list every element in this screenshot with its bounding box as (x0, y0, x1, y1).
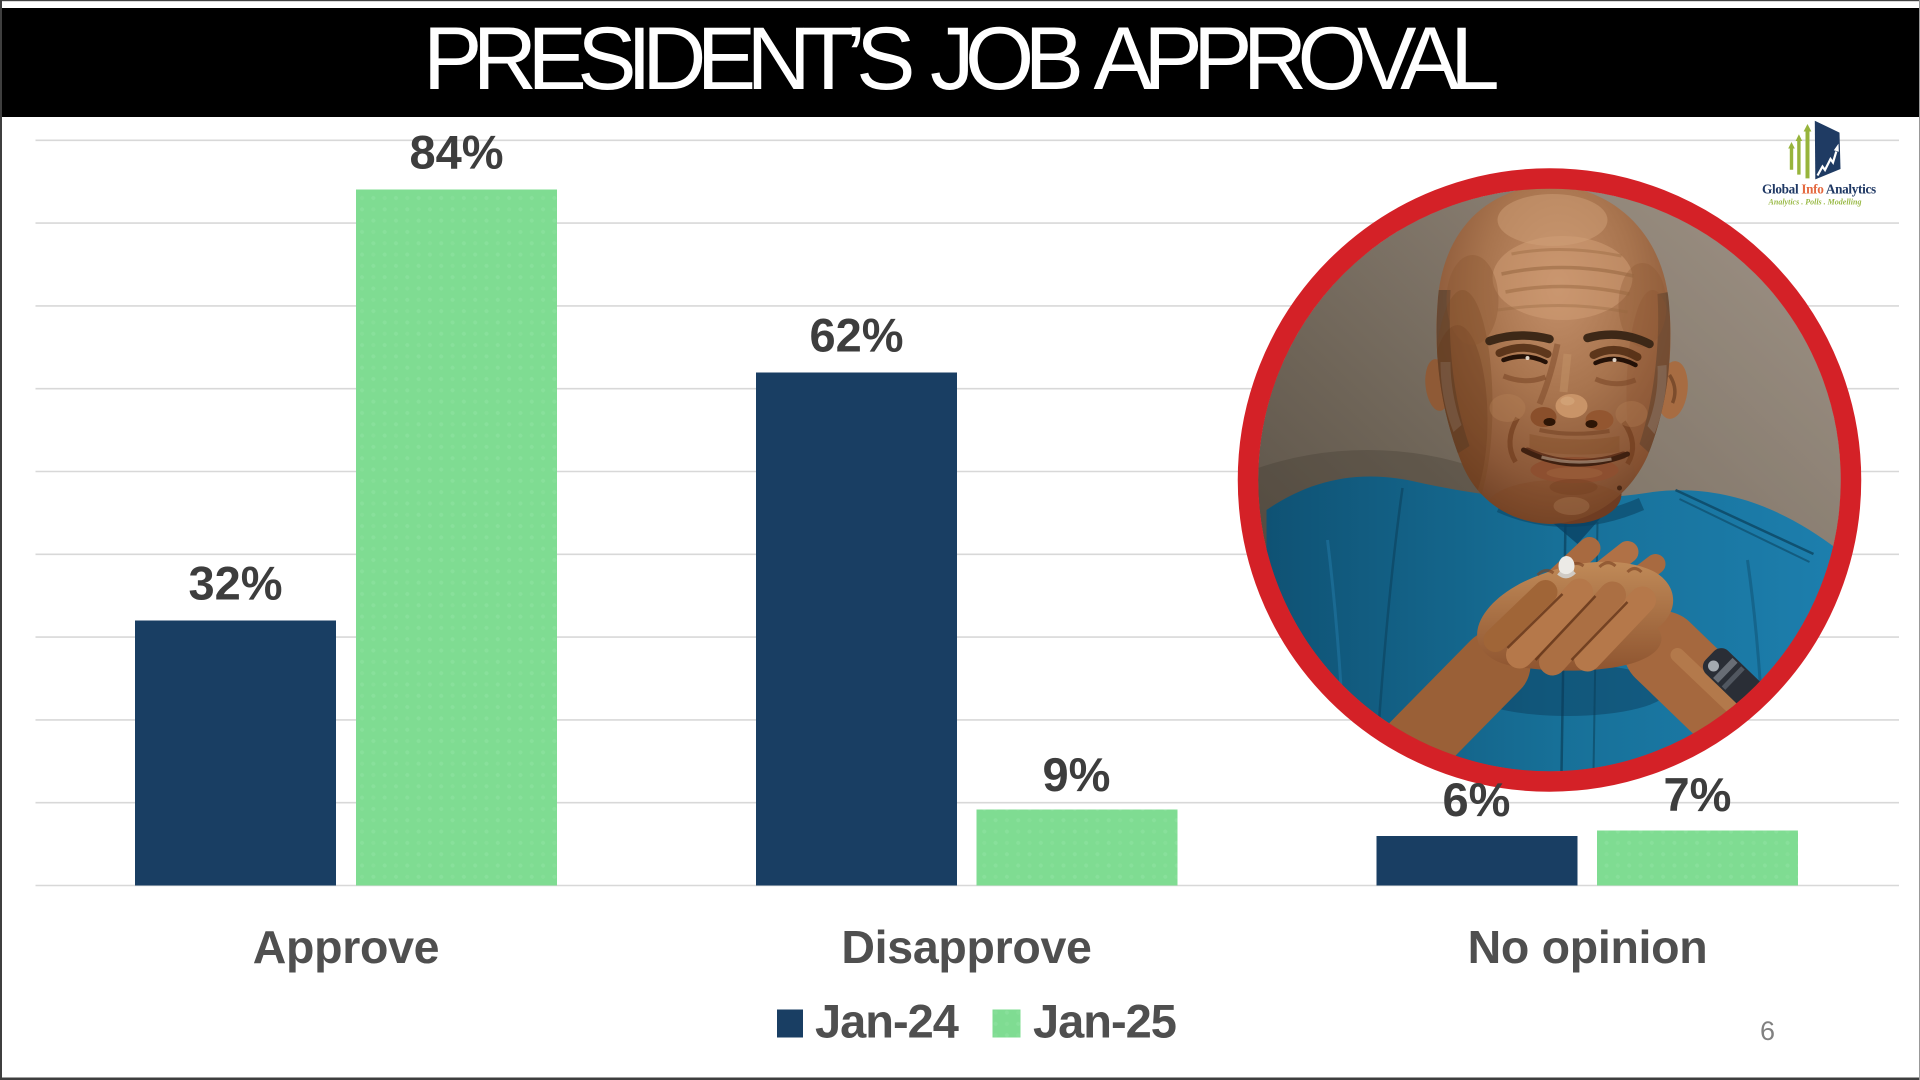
svg-text:Analytics . Polls . Modelling: Analytics . Polls . Modelling (1768, 198, 1862, 207)
svg-text:Jan-25: Jan-25 (1033, 995, 1176, 1048)
svg-text:No opinion: No opinion (1468, 921, 1708, 973)
svg-text:Global Info Analytics: Global Info Analytics (1762, 182, 1876, 197)
svg-text:9%: 9% (1043, 748, 1111, 801)
svg-text:84%: 84% (409, 126, 503, 179)
svg-text:62%: 62% (809, 309, 903, 362)
svg-text:Disapprove: Disapprove (841, 921, 1091, 973)
svg-text:32%: 32% (188, 557, 282, 610)
svg-text:6: 6 (1760, 1016, 1775, 1046)
svg-text:PRESIDENT’S JOB APPROVAL: PRESIDENT’S JOB APPROVAL (423, 8, 1497, 108)
svg-text:Jan-24: Jan-24 (815, 995, 959, 1048)
svg-text:7%: 7% (1664, 768, 1732, 821)
svg-text:Approve: Approve (253, 921, 440, 973)
svg-text:6%: 6% (1443, 773, 1511, 826)
